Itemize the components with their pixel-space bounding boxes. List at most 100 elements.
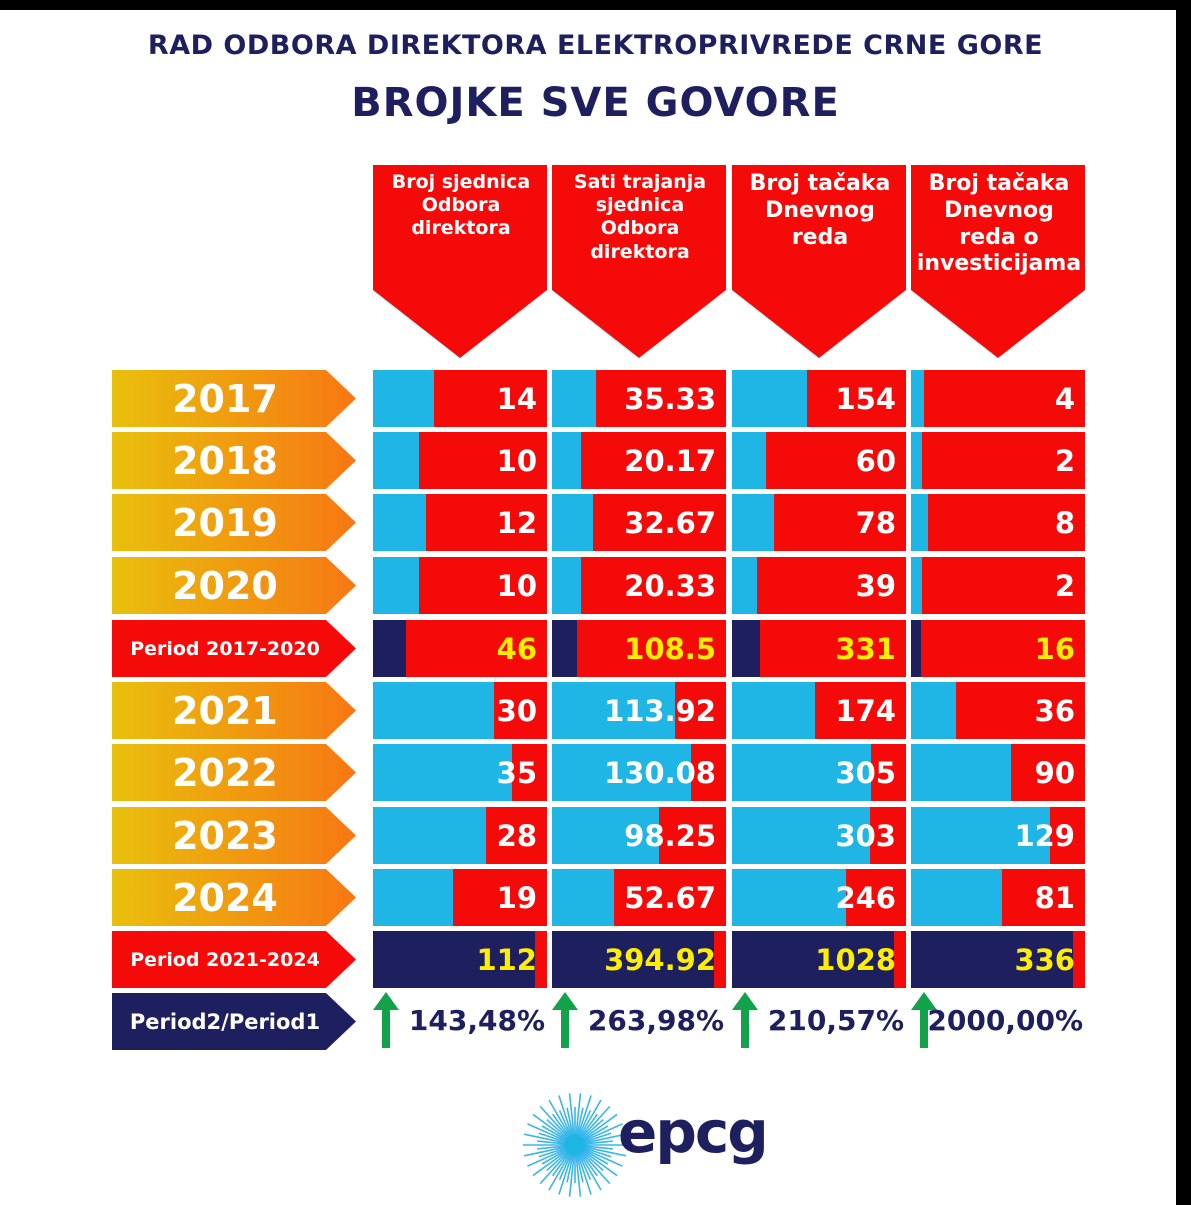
ratio-value: 143,48%	[373, 990, 549, 1050]
value-cell: 112	[373, 931, 547, 988]
year-label: 2017	[112, 370, 358, 427]
value-cell: 10	[373, 557, 547, 614]
value-cell: 81	[911, 869, 1085, 926]
value-cell: 2	[911, 557, 1085, 614]
value-bar	[373, 432, 419, 489]
value-label: 32.67	[624, 505, 716, 540]
value-cell: 52.67	[552, 869, 726, 926]
value-label: 60	[855, 443, 896, 478]
row-label-text: 2024	[172, 875, 278, 920]
value-bar	[732, 370, 807, 427]
value-cell: 20.17	[552, 432, 726, 489]
period-bar	[732, 620, 760, 677]
value-bar	[373, 744, 512, 801]
value-label: 78	[855, 505, 896, 540]
value-bar	[732, 432, 766, 489]
value-cell: 174	[732, 682, 906, 739]
year-label: 2022	[112, 744, 358, 801]
value-label: 1028	[815, 942, 896, 977]
value-cell: 39	[732, 557, 906, 614]
value-bar	[911, 682, 956, 739]
value-cell: 36	[911, 682, 1085, 739]
value-label: 2	[1054, 568, 1075, 603]
value-label: 16	[1034, 631, 1075, 666]
arrow-up-icon	[732, 992, 758, 1048]
row-label-text: 2020	[172, 563, 278, 608]
value-bar	[732, 744, 871, 801]
value-label: 20.33	[624, 568, 716, 603]
value-label: 331	[835, 631, 896, 666]
sunburst-icon	[523, 1093, 627, 1197]
value-cell: 336	[911, 931, 1085, 988]
value-cell: 35.33	[552, 370, 726, 427]
value-cell: 2	[911, 432, 1085, 489]
value-label: 35	[496, 755, 537, 790]
year-label: 2019	[112, 494, 358, 551]
value-bar	[552, 744, 691, 801]
value-label: 246	[835, 880, 896, 915]
value-bar	[732, 494, 774, 551]
value-bar	[911, 744, 1011, 801]
value-bar	[373, 494, 426, 551]
ratio-percent: 143,48%	[408, 1003, 545, 1037]
chart-subtitle: BROJKE SVE GOVORE	[351, 80, 840, 126]
value-label: 113.92	[604, 693, 716, 728]
value-cell: 30	[373, 682, 547, 739]
value-cell: 46	[373, 620, 547, 677]
period-bar	[373, 620, 406, 677]
value-cell: 4	[911, 370, 1085, 427]
value-cell: 12	[373, 494, 547, 551]
year-label: 2020	[112, 557, 358, 614]
column-header-1: Broj sjednica Odbora direktora	[373, 165, 549, 360]
arrow-up-icon	[911, 992, 937, 1048]
value-label: 52.67	[624, 880, 716, 915]
period-bar	[911, 931, 1073, 988]
value-bar	[552, 807, 659, 864]
value-cell: 19	[373, 869, 547, 926]
value-label: 30	[496, 693, 537, 728]
value-cell: 10	[373, 432, 547, 489]
value-cell: 20.33	[552, 557, 726, 614]
value-bar	[552, 557, 581, 614]
year-label: 2023	[112, 807, 358, 864]
value-cell: 331	[732, 620, 906, 677]
value-bar	[552, 432, 581, 489]
value-label: 394.92	[604, 942, 716, 977]
value-bar	[911, 869, 1002, 926]
period-bar	[552, 931, 714, 988]
value-cell: 154	[732, 370, 906, 427]
value-bar	[911, 370, 924, 427]
period-bar	[911, 620, 921, 677]
value-label: 4	[1054, 381, 1075, 416]
column-header-label: Broj tačaka Dnevnog reda o investicijama	[916, 171, 1082, 277]
value-cell: 130.08	[552, 744, 726, 801]
ratio-percent: 263,98%	[587, 1003, 724, 1037]
ratio-value: 210,57%	[732, 990, 908, 1050]
ratio-percent: 2000,00%	[927, 1003, 1083, 1037]
value-bar	[373, 682, 494, 739]
value-bar	[732, 682, 815, 739]
period-bar	[373, 931, 535, 988]
value-bar	[732, 869, 846, 926]
value-bar	[373, 807, 486, 864]
value-cell: 8	[911, 494, 1085, 551]
value-cell: 32.67	[552, 494, 726, 551]
column-header-2: Sati trajanja sjednica Odbora direktora	[552, 165, 728, 360]
value-label: 10	[496, 568, 537, 603]
column-header-label: Sati trajanja sjednica Odbora direktora	[573, 171, 707, 263]
column-header-label: Broj sjednica Odbora direktora	[391, 171, 531, 240]
row-label-text: 2023	[172, 813, 278, 858]
value-label: 36	[1034, 693, 1075, 728]
value-label: 39	[855, 568, 896, 603]
value-label: 20.17	[624, 443, 716, 478]
column-header-label: Broj tačaka Dnevnog reda	[749, 171, 891, 250]
value-label: 154	[835, 381, 896, 416]
value-cell: 246	[732, 869, 906, 926]
value-label: 46	[496, 631, 537, 666]
value-bar	[552, 682, 675, 739]
value-cell: 90	[911, 744, 1085, 801]
value-bar	[732, 807, 870, 864]
period-bar	[552, 620, 577, 677]
value-bar	[552, 494, 593, 551]
